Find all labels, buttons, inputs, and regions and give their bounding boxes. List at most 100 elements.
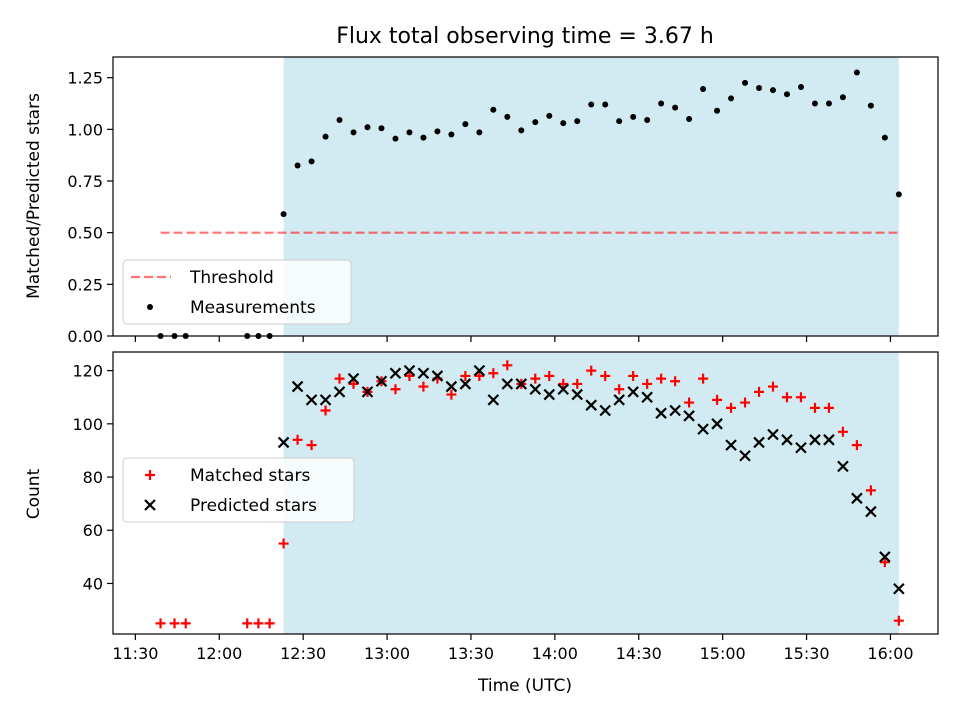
- matched-star-point: [795, 392, 806, 403]
- legend-label: Predicted stars: [190, 496, 317, 516]
- measurement-point: [322, 133, 329, 140]
- measurement-point: [630, 113, 637, 120]
- count-panel: 40 60 80 100 120 11:30 12:00 12:30 13:00 13:30 14:…: [72, 351, 939, 663]
- measurement-point: [574, 118, 581, 125]
- matched-star-point: [712, 394, 723, 405]
- ratio-panel-ylabel: Matched/Predicted stars: [24, 93, 44, 299]
- matched-star-point: [253, 618, 264, 629]
- predicted-star-point: [557, 383, 570, 396]
- measurement-point: [392, 135, 399, 142]
- matched-star-point: [823, 402, 834, 413]
- legend-matched-swatch: [145, 470, 155, 480]
- predicted-star-point: [543, 388, 556, 401]
- predicted-star-point: [753, 436, 765, 449]
- x-tick-label: 12:30: [280, 644, 326, 663]
- measurement-point: [378, 125, 385, 132]
- matched-star-point: [781, 392, 792, 403]
- y-tick-label: 1.25: [67, 69, 103, 88]
- matched-star-point: [155, 618, 166, 629]
- matched-star-point: [418, 381, 429, 392]
- predicted-star-point: [515, 378, 528, 390]
- predicted-star-point: [599, 404, 611, 417]
- measurement-point: [783, 91, 790, 98]
- x-tick-label: 15:30: [784, 644, 830, 663]
- matched-star-point: [502, 360, 513, 371]
- measurement-point: [616, 118, 623, 125]
- measurement-point: [336, 117, 343, 124]
- matched-star-point: [614, 384, 625, 395]
- predicted-star-point: [585, 399, 597, 411]
- matched-star-point: [698, 373, 709, 384]
- matched-star-point: [768, 381, 778, 392]
- legend-predicted-swatch: [144, 499, 156, 511]
- predicted-star-point: [837, 460, 849, 473]
- predicted-star-point: [725, 439, 737, 451]
- figure-title: Flux total observing time = 3.67 h: [336, 24, 714, 49]
- x-tick-label: 16:00: [867, 644, 913, 663]
- y-tick-label: 0.00: [67, 327, 103, 346]
- matched-star-point: [446, 389, 457, 400]
- measurement-point: [504, 113, 511, 120]
- y-tick-label: 0.25: [67, 275, 103, 294]
- predicted-star-point: [473, 364, 486, 377]
- predicted-star-point: [571, 388, 584, 401]
- predicted-star-point: [697, 423, 709, 435]
- measurement-point: [839, 94, 846, 101]
- measurement-point: [867, 102, 874, 109]
- predicted-star-point: [459, 378, 472, 390]
- measurement-point: [560, 120, 567, 127]
- matched-star-point: [530, 373, 541, 384]
- matched-star-point: [334, 373, 345, 384]
- matched-star-point: [306, 440, 317, 451]
- predicted-star-point: [711, 418, 723, 430]
- predicted-star-point: [795, 441, 807, 454]
- matched-star-point: [292, 434, 303, 445]
- measurement-point: [686, 116, 693, 122]
- matched-star-point: [460, 370, 471, 381]
- predicted-star-point: [893, 582, 905, 595]
- predicted-star-point: [347, 372, 360, 385]
- ratio-legend-box: [122, 259, 352, 325]
- predicted-star-point: [319, 394, 332, 406]
- measurement-point: [658, 100, 665, 107]
- measurement-point: [644, 117, 651, 124]
- legend-measurement-swatch: [147, 304, 153, 310]
- measurement-point: [811, 100, 818, 107]
- predicted-star-point: [305, 394, 318, 406]
- predicted-star-point: [683, 410, 695, 422]
- matched-star-point: [169, 618, 180, 629]
- measurement-point: [742, 79, 749, 86]
- count-panel-frame: [112, 351, 939, 635]
- predicted-star-point: [445, 380, 458, 393]
- predicted-star-point: [641, 391, 653, 404]
- predicted-star-point: [823, 434, 835, 446]
- measurement-point: [518, 127, 525, 134]
- measurement-point: [602, 101, 609, 108]
- predicted-star-point: [375, 375, 388, 388]
- measurement-point: [714, 107, 721, 114]
- predicted-star-point: [669, 404, 681, 417]
- matched-star-point: [488, 368, 499, 379]
- x-tick-label: 13:00: [364, 644, 410, 663]
- matched-star-point: [390, 384, 401, 395]
- predicted-star-point: [389, 367, 402, 380]
- predicted-star-point: [655, 407, 667, 419]
- matched-star-point: [572, 378, 583, 389]
- predicted-star-point: [487, 394, 500, 406]
- x-tick-label: 14:30: [616, 644, 662, 663]
- matched-star-point: [558, 378, 569, 389]
- predicted-star-point: [501, 378, 514, 390]
- matched-star-point: [865, 485, 876, 496]
- x-tick-label: 15:00: [700, 644, 746, 663]
- matched-star-point: [586, 365, 597, 376]
- measurement-point: [546, 112, 553, 119]
- matched-star-point: [348, 378, 359, 389]
- measurement-point: [448, 131, 455, 138]
- matched-star-point: [404, 370, 415, 381]
- x-tick-label: 14:00: [532, 644, 578, 663]
- measurement-point: [364, 124, 371, 131]
- matched-star-point: [474, 370, 485, 381]
- predicted-star-point: [333, 386, 346, 398]
- y-tick-label: 100: [72, 415, 103, 434]
- matched-star-point: [740, 397, 751, 408]
